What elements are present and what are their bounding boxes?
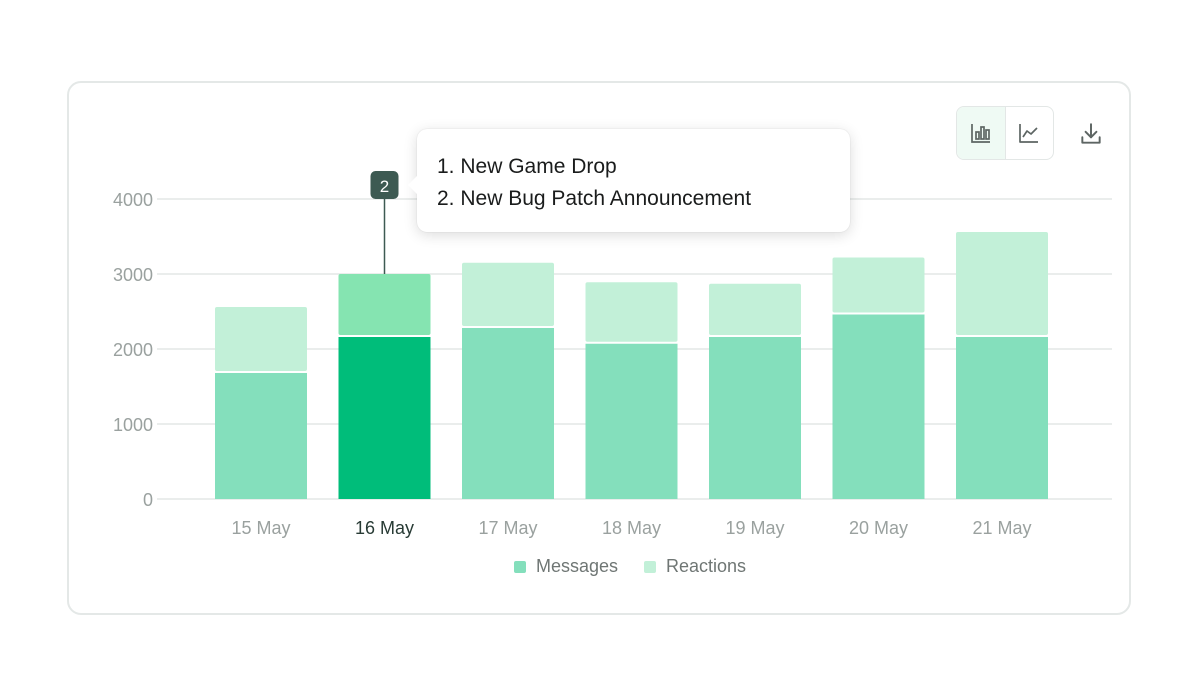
bar-reactions[interactable] — [956, 232, 1048, 335]
x-tick-label: 20 May — [849, 518, 908, 538]
download-icon — [1081, 123, 1101, 144]
tooltip-item: 1. New Game Drop — [437, 155, 617, 178]
bar-messages[interactable] — [709, 337, 801, 499]
line-chart-icon — [1019, 124, 1039, 143]
legend-label: Messages — [535, 556, 618, 576]
bar-messages[interactable] — [462, 328, 554, 499]
x-tick-label: 18 May — [602, 518, 661, 538]
tooltip-item: 2. New Bug Patch Announcement — [437, 187, 752, 210]
tooltip: 1. New Game Drop 2. New Bug Patch Announ… — [408, 129, 850, 232]
bar-reactions[interactable] — [338, 274, 431, 335]
x-tick-label: 21 May — [972, 518, 1031, 538]
annotation-count: 2 — [380, 177, 389, 196]
x-tick-label: 19 May — [725, 518, 784, 538]
bar-reactions[interactable] — [832, 257, 925, 313]
x-tick-label: 17 May — [478, 518, 537, 538]
line-chart-button[interactable] — [1004, 107, 1054, 159]
x-tick-label: 16 May — [355, 518, 414, 538]
bar-reactions[interactable] — [215, 307, 307, 371]
y-tick-label: 0 — [143, 490, 153, 510]
bar-messages[interactable] — [832, 314, 925, 500]
bar-messages[interactable] — [956, 337, 1048, 499]
legend-label: Reactions — [666, 556, 747, 576]
chart-type-toggle — [956, 106, 1054, 160]
bar-messages[interactable] — [585, 343, 678, 499]
x-tick-label: 15 May — [231, 518, 290, 538]
legend-item-messages[interactable]: Messages — [513, 556, 618, 577]
bar-reactions[interactable] — [462, 262, 554, 326]
legend-item-reactions[interactable]: Reactions — [644, 556, 746, 577]
bar-chart-icon — [970, 124, 990, 143]
annotation-marker — [370, 171, 399, 199]
bar-reactions[interactable] — [709, 283, 801, 335]
y-tick-label: 1000 — [113, 415, 153, 435]
y-tick-label: 2000 — [113, 340, 153, 360]
y-tick-label: 3000 — [113, 265, 153, 285]
legend-swatch-messages — [513, 560, 526, 573]
bar-messages[interactable] — [215, 373, 307, 499]
download-button[interactable] — [1074, 117, 1108, 151]
legend-swatch-reactions — [644, 560, 656, 573]
bar-chart-button[interactable] — [957, 107, 1005, 159]
chart-legend: Messages Reactions — [0, 556, 1200, 577]
bar-reactions[interactable] — [585, 282, 678, 342]
y-tick-label: 4000 — [113, 190, 153, 210]
bar-messages[interactable] — [338, 337, 431, 499]
